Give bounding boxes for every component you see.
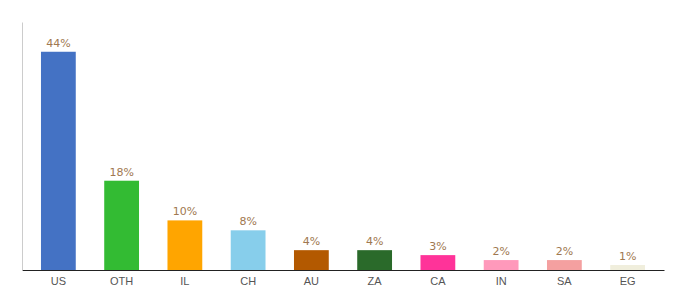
- x-tick: CH: [240, 275, 256, 287]
- chart: 44% 18% 10% 8% 4% 4% 3% 2% 2% 1% US OTH IL CH AU ZA CA IN…: [0, 0, 680, 300]
- x-tick: IN: [496, 275, 507, 287]
- x-tick-label: US: [51, 275, 66, 287]
- bar: [420, 255, 455, 270]
- x-tick: EG: [620, 275, 636, 287]
- x-tick: AU: [304, 275, 319, 287]
- x-tick-label: ZA: [368, 275, 383, 287]
- data-label: 8%: [239, 215, 256, 228]
- data-label: 2%: [492, 245, 509, 258]
- bar: [231, 230, 266, 270]
- x-tick-label: CA: [430, 275, 446, 287]
- x-tick-label: AU: [304, 275, 319, 287]
- x-tick: ZA: [368, 275, 383, 287]
- x-tick-label: CH: [240, 275, 256, 287]
- x-tick-label: SA: [557, 275, 572, 287]
- x-tick-label: OTH: [110, 275, 133, 287]
- data-label: 4%: [366, 235, 383, 248]
- x-tick-label: EG: [620, 275, 636, 287]
- x-tick: US: [51, 275, 66, 287]
- x-axis: US OTH IL CH AU ZA CA IN SA EG: [23, 271, 665, 287]
- data-labels: 44% 18% 10% 8% 4% 4% 3% 2% 2% 1%: [46, 37, 636, 263]
- bar: [294, 250, 329, 270]
- x-tick: CA: [430, 275, 446, 287]
- data-label: 2%: [556, 245, 573, 258]
- data-label: 4%: [303, 235, 320, 248]
- bar: [104, 181, 139, 270]
- data-label: 44%: [46, 37, 70, 50]
- bar: [41, 52, 76, 270]
- data-label: 3%: [429, 240, 446, 253]
- bars: [41, 52, 645, 270]
- x-tick: IL: [180, 275, 189, 287]
- x-tick: SA: [557, 275, 572, 287]
- data-label: 1%: [619, 250, 636, 263]
- bar: [610, 265, 645, 270]
- bar: [547, 260, 582, 270]
- y-axis: [22, 23, 23, 271]
- x-tick: OTH: [110, 275, 133, 287]
- x-tick-label: IL: [180, 275, 189, 287]
- bar: [357, 250, 392, 270]
- bar: [484, 260, 519, 270]
- chart-container: 44% 18% 10% 8% 4% 4% 3% 2% 2% 1% US OTH IL CH AU ZA CA IN…: [0, 0, 680, 300]
- data-label: 10%: [173, 205, 197, 218]
- x-axis-line: [23, 270, 665, 271]
- data-label: 18%: [109, 166, 133, 179]
- y-axis-line: [22, 23, 23, 271]
- x-tick-label: IN: [496, 275, 507, 287]
- bar: [167, 220, 202, 270]
